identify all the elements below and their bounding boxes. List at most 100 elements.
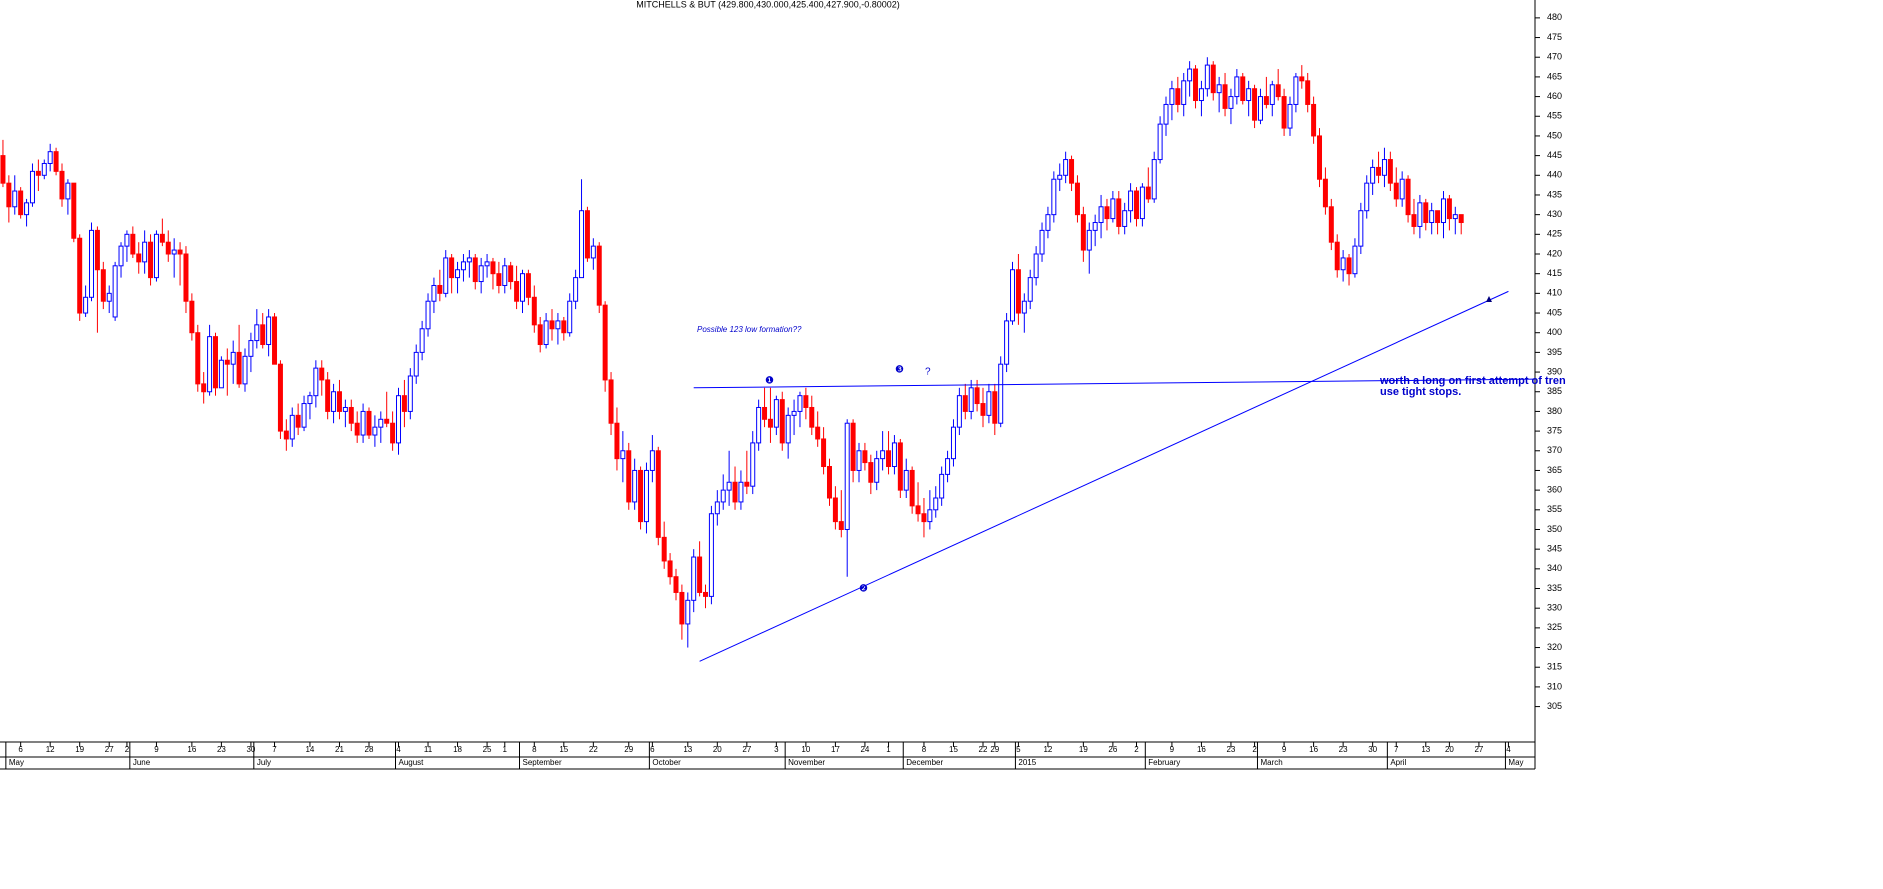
candle-body <box>903 469 909 491</box>
candle-body <box>1204 64 1210 90</box>
candle-body <box>1181 80 1187 105</box>
candle-body <box>6 182 12 208</box>
month-label: October <box>652 758 681 767</box>
y-tick-label: 320 <box>1547 642 1562 652</box>
y-tick-label: 335 <box>1547 583 1562 593</box>
candle-body <box>1358 210 1364 247</box>
y-tick-label: 365 <box>1547 465 1562 475</box>
x-tick-label: 9 <box>154 745 159 754</box>
candle-body <box>880 450 886 460</box>
candle-body <box>1252 88 1258 121</box>
candle-body <box>762 406 768 420</box>
candle-body <box>738 481 744 503</box>
x-tick-label: 28 <box>365 745 374 754</box>
y-tick-label: 445 <box>1547 150 1562 160</box>
x-tick-label: 17 <box>831 745 840 754</box>
y-tick-label: 405 <box>1547 307 1562 317</box>
annotation: ❶ <box>765 376 774 387</box>
candle-body <box>1010 269 1016 322</box>
candle-body <box>543 320 549 346</box>
x-tick-label: 9 <box>1282 745 1287 754</box>
candle-body <box>1234 76 1240 98</box>
candle-body <box>531 296 537 326</box>
candle-body <box>1110 198 1116 220</box>
month-label: April <box>1390 758 1406 767</box>
x-tick-label: 5 <box>1016 745 1021 754</box>
x-tick-label: 10 <box>801 745 810 754</box>
candle-body <box>378 418 384 428</box>
candle-body <box>1423 202 1429 224</box>
candle-body <box>826 466 832 499</box>
candle-body <box>708 513 714 597</box>
candle-body <box>313 367 319 397</box>
candle-body <box>1364 182 1370 212</box>
x-tick-label: 15 <box>559 745 568 754</box>
candle-body <box>726 481 732 491</box>
candle-body <box>821 438 827 468</box>
candle-body <box>697 556 703 593</box>
candle-body <box>366 410 372 436</box>
x-tick-label: 27 <box>1474 745 1483 754</box>
candle-body <box>1080 214 1086 251</box>
y-tick-label: 415 <box>1547 268 1562 278</box>
x-tick-label: 6 <box>18 745 23 754</box>
candle-body <box>832 497 838 523</box>
candle-body <box>260 324 266 346</box>
candle-body <box>59 170 65 200</box>
candle-body <box>159 233 165 243</box>
candle-body <box>1452 214 1458 220</box>
candle-body <box>1139 186 1145 220</box>
y-tick-label: 380 <box>1547 406 1562 416</box>
candle-body <box>354 422 360 436</box>
x-tick-label: 4 <box>396 745 401 754</box>
candle-body <box>118 245 124 267</box>
candle-body <box>643 469 649 523</box>
candle-body <box>425 300 431 330</box>
candle-body <box>224 359 230 365</box>
candle-body <box>661 536 667 562</box>
x-tick-label: 12 <box>1043 745 1052 754</box>
candle-body <box>1376 166 1382 176</box>
candle-body <box>655 450 661 538</box>
y-tick-label: 435 <box>1547 189 1562 199</box>
candle-body <box>1299 76 1305 82</box>
candle-body <box>886 450 892 468</box>
candle-body <box>372 426 378 436</box>
x-tick-label: 13 <box>1421 745 1430 754</box>
candle-body <box>844 422 850 530</box>
month-label: May <box>9 758 24 767</box>
x-tick-label: 16 <box>1309 745 1318 754</box>
candle-body <box>401 395 407 412</box>
candle-body <box>390 422 396 444</box>
candle-body <box>1198 88 1204 102</box>
candle-body <box>1051 178 1057 216</box>
candle-body <box>1098 206 1104 224</box>
x-tick-label: 4 <box>1506 745 1511 754</box>
y-tick-label: 480 <box>1547 12 1562 22</box>
candle-body <box>331 391 337 412</box>
candle-body <box>584 210 590 259</box>
candle-body <box>1015 269 1021 314</box>
candle-body <box>1063 159 1069 176</box>
candle-body <box>218 359 224 389</box>
x-tick-label: 14 <box>305 745 314 754</box>
x-tick-label: 9 <box>1170 745 1175 754</box>
candle-body <box>183 253 189 302</box>
candle-body <box>756 406 762 444</box>
annotation: worth a long on first attempt of tren <box>1379 375 1566 387</box>
candle-body <box>868 462 874 483</box>
candle-body <box>1057 174 1063 180</box>
candle-body <box>950 426 956 460</box>
x-tick-label: 16 <box>187 745 196 754</box>
candle-body <box>295 414 301 428</box>
candle-body <box>236 351 242 385</box>
x-tick-label: 12 <box>46 745 55 754</box>
candle-body <box>254 324 260 342</box>
annotation: Possible 123 low formation?? <box>697 325 802 334</box>
y-tick-label: 455 <box>1547 111 1562 121</box>
candle-body <box>449 257 455 279</box>
chart-title: MITCHELLS & BUT (429.800,430.000,425.400… <box>636 0 900 9</box>
candle-body <box>35 170 41 176</box>
candle-body <box>974 387 980 405</box>
y-tick-label: 315 <box>1547 662 1562 672</box>
